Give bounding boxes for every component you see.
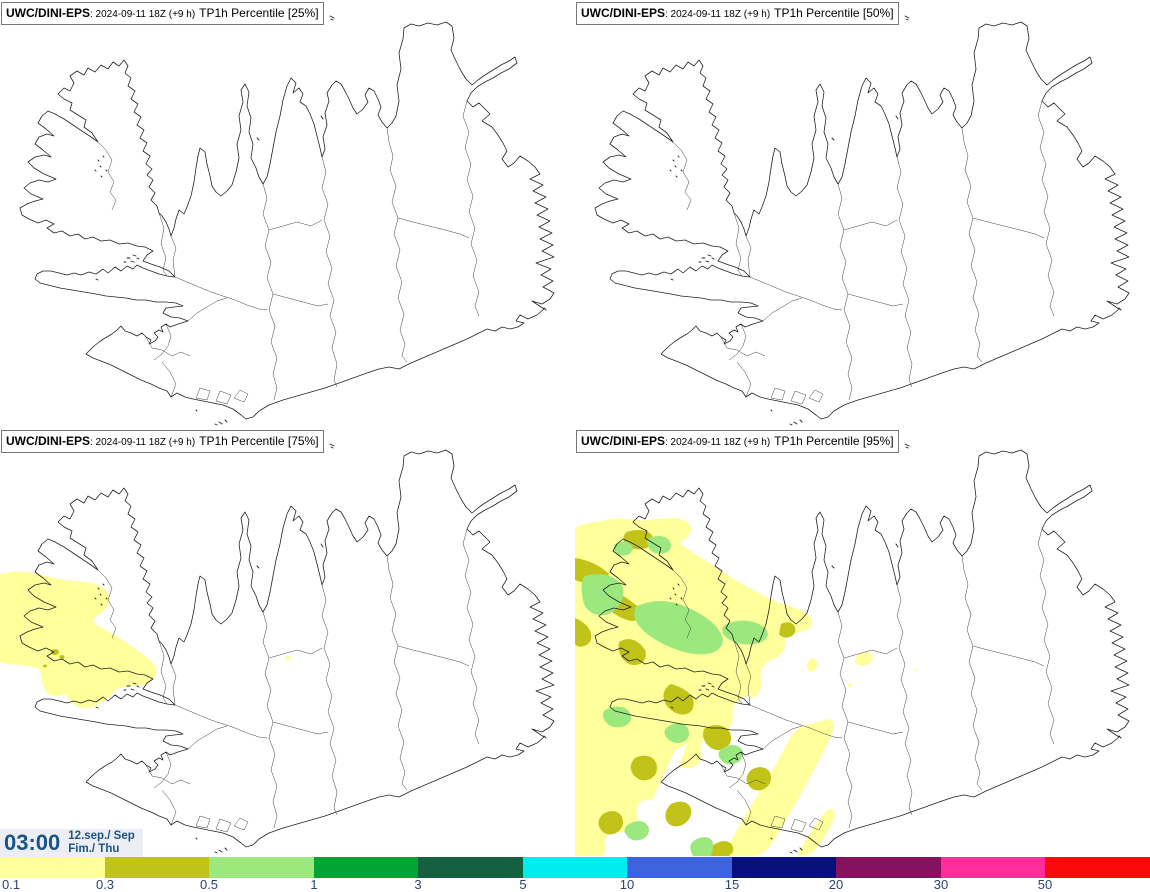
iceland-map-25 xyxy=(19,15,555,426)
map-panel-percentile-25: UWC/DINI-EPS: 2024-09-11 18Z (+9 h) TP1h … xyxy=(0,0,575,428)
panel-title-75: UWC/DINI-EPS: 2024-09-11 18Z (+9 h) TP1h … xyxy=(1,430,324,453)
map-panel-percentile-75: UWC/DINI-EPS: 2024-09-11 18Z (+9 h) TP1h … xyxy=(0,428,575,856)
panel-title-25: UWC/DINI-EPS: 2024-09-11 18Z (+9 h) TP1h … xyxy=(1,2,324,25)
colorbar-segment-50 xyxy=(1045,857,1150,878)
colorbar-tick-label: 0.1 xyxy=(2,877,21,892)
colorbar-segment-20 xyxy=(836,857,941,878)
model-name: UWC/DINI-EPS xyxy=(581,434,665,448)
valid-time-date-line1: 12.sep./ Sep xyxy=(68,829,135,842)
colorbar-segment-0.3 xyxy=(104,857,210,878)
product-name: TP1h Percentile [75%] xyxy=(199,434,319,448)
colorbar-segment-5 xyxy=(522,857,628,878)
colorbar-tick-label: 15 xyxy=(724,877,740,892)
run-info: : 2024-09-11 18Z (+9 h) xyxy=(665,437,771,448)
colorbar-labels: 0.1 0.3 0.5 1 3 5 10 15 20 30 50 xyxy=(0,877,1150,892)
colorbar-tick-label: 20 xyxy=(828,877,844,892)
precip-overlay-95 xyxy=(575,518,918,856)
map-panel-percentile-95: UWC/DINI-EPS: 2024-09-11 18Z (+9 h) TP1h … xyxy=(575,428,1150,856)
model-name: UWC/DINI-EPS xyxy=(581,6,665,20)
run-info: : 2024-09-11 18Z (+9 h) xyxy=(665,9,771,20)
product-name: TP1h Percentile [25%] xyxy=(199,6,319,20)
colorbar xyxy=(0,857,1150,878)
panel-grid: UWC/DINI-EPS: 2024-09-11 18Z (+9 h) TP1h … xyxy=(0,0,1150,856)
iceland-map-95 xyxy=(575,443,1130,856)
iceland-map-50 xyxy=(594,15,1130,426)
colorbar-segment-0.5 xyxy=(209,857,314,878)
product-name: TP1h Percentile [95%] xyxy=(774,434,894,448)
colorbar-tick-label: 3 xyxy=(414,877,422,892)
colorbar-tick-label: 1 xyxy=(310,877,318,892)
colorbar-segment-3 xyxy=(418,857,523,878)
product-name: TP1h Percentile [50%] xyxy=(774,6,894,20)
colorbar-tick-label: 5 xyxy=(519,877,527,892)
colorbar-segment-0.1 xyxy=(0,857,105,878)
valid-time-box: 03:00 12.sep./ Sep Fim./ Thu xyxy=(0,829,143,857)
colorbar-tick-label: 0.5 xyxy=(199,877,219,892)
colorbar-segment-1 xyxy=(313,857,419,878)
model-name: UWC/DINI-EPS xyxy=(6,6,90,20)
colorbar-tick-label: 0.3 xyxy=(95,877,115,892)
colorbar-tick-label: 50 xyxy=(1037,877,1053,892)
map-panel-percentile-50: UWC/DINI-EPS: 2024-09-11 18Z (+9 h) TP1h … xyxy=(575,0,1150,428)
colorbar-segment-15 xyxy=(731,857,837,878)
model-name: UWC/DINI-EPS xyxy=(6,434,90,448)
precip-overlay-75 xyxy=(0,571,291,709)
valid-time-clock: 03:00 xyxy=(4,830,61,855)
panel-title-95: UWC/DINI-EPS: 2024-09-11 18Z (+9 h) TP1h … xyxy=(576,430,899,453)
colorbar-segment-10 xyxy=(627,857,732,878)
iceland-map-75 xyxy=(0,443,555,854)
valid-time-date-line2: Fim./ Thu xyxy=(68,843,120,855)
valid-time-date: 12.sep./ Sep Fim./ Thu xyxy=(68,830,134,856)
run-info: : 2024-09-11 18Z (+9 h) xyxy=(90,9,196,20)
colorbar-tick-label: 10 xyxy=(619,877,635,892)
panel-title-50: UWC/DINI-EPS: 2024-09-11 18Z (+9 h) TP1h … xyxy=(576,2,899,25)
run-info: : 2024-09-11 18Z (+9 h) xyxy=(90,437,196,448)
colorbar-tick-label: 30 xyxy=(933,877,949,892)
colorbar-segment-30 xyxy=(940,857,1046,878)
